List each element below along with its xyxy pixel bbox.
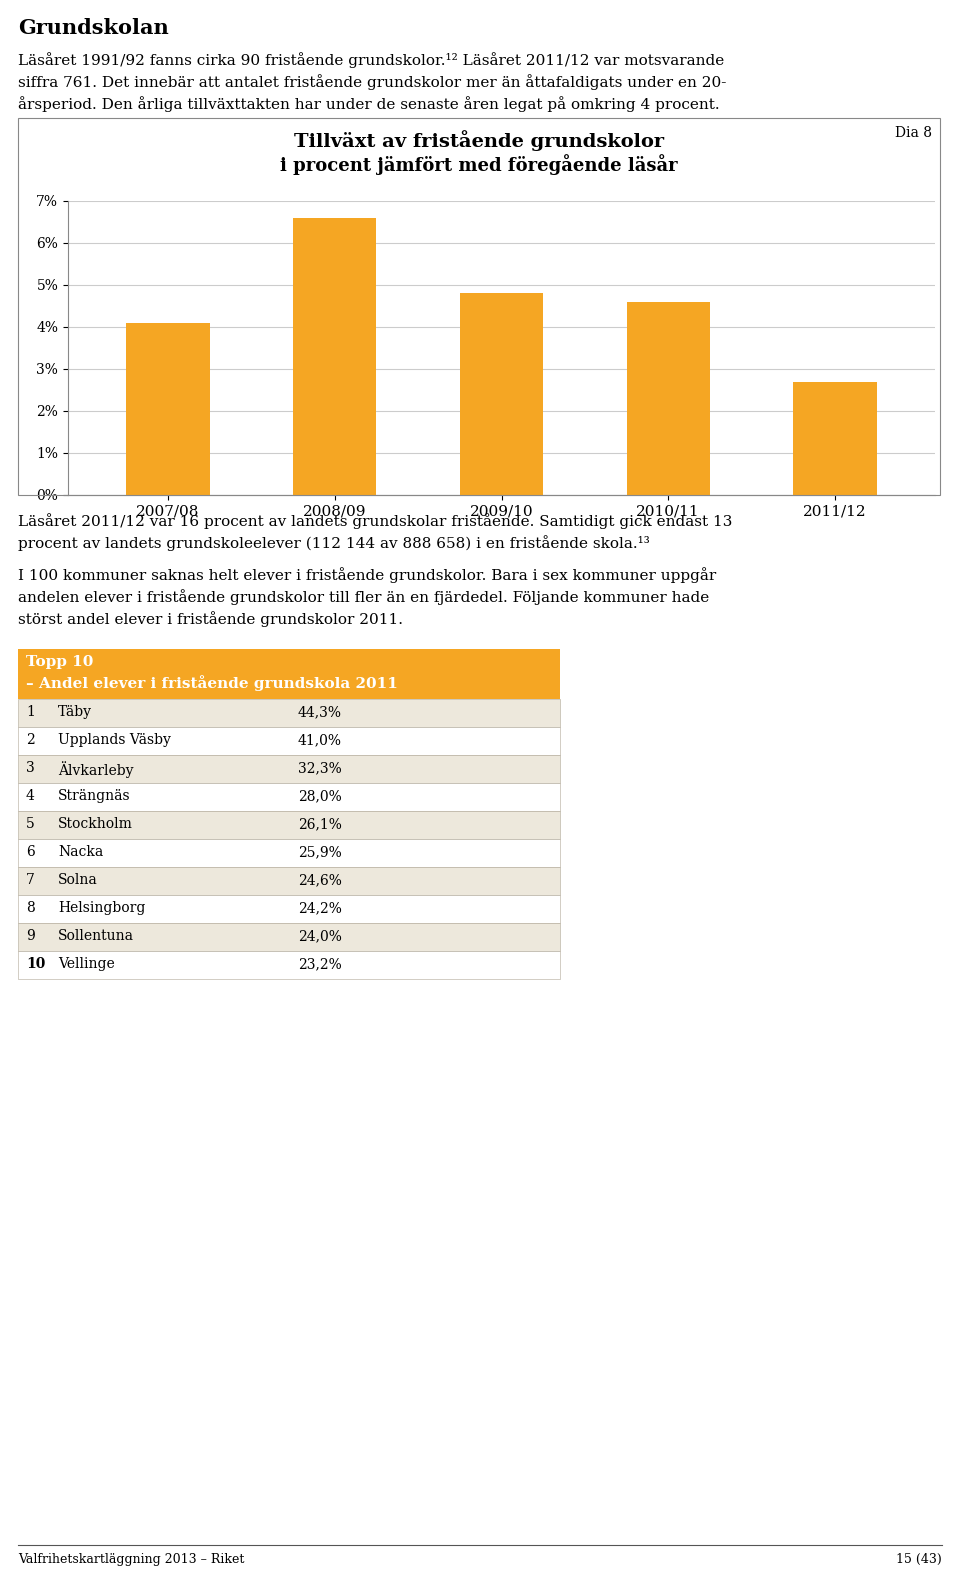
Text: Grundskolan: Grundskolan	[18, 17, 169, 38]
Text: andelen elever i fristående grundskolor till fler än en fjärdedel. Följande komm: andelen elever i fristående grundskolor …	[18, 589, 709, 605]
Text: 23,2%: 23,2%	[298, 958, 342, 970]
Text: 41,0%: 41,0%	[298, 734, 342, 746]
Text: 7: 7	[26, 873, 35, 888]
Text: Upplands Väsby: Upplands Väsby	[58, 734, 171, 746]
Text: 24,6%: 24,6%	[298, 873, 342, 888]
Text: Läsåret 2011/12 var 16 procent av landets grundskolar fristående. Samtidigt gick: Läsåret 2011/12 var 16 procent av landet…	[18, 513, 732, 529]
Text: I 100 kommuner saknas helt elever i fristående grundskolor. Bara i sex kommuner : I 100 kommuner saknas helt elever i fris…	[18, 567, 716, 583]
Text: 15 (43): 15 (43)	[897, 1553, 942, 1566]
Bar	[627, 302, 709, 495]
Text: Dia 8: Dia 8	[895, 125, 932, 140]
Text: 4: 4	[26, 789, 35, 804]
Text: 5: 5	[26, 816, 35, 831]
Text: Sollentuna: Sollentuna	[58, 929, 134, 943]
Bar	[793, 381, 876, 495]
Text: 25,9%: 25,9%	[298, 845, 342, 859]
Bar	[460, 294, 543, 495]
Text: 28,0%: 28,0%	[298, 789, 342, 804]
Text: 2: 2	[26, 734, 35, 746]
Text: Läsåret 1991/92 fanns cirka 90 fristående grundskolor.¹² Läsåret 2011/12 var mot: Läsåret 1991/92 fanns cirka 90 friståend…	[18, 52, 724, 68]
Text: Tillväxt av fristående grundskolor: Tillväxt av fristående grundskolor	[294, 130, 664, 151]
Text: siffra 761. Det innebär att antalet fristående grundskolor mer än åttafaldigats : siffra 761. Det innebär att antalet fris…	[18, 75, 727, 91]
Text: Valfrihetskartläggning 2013 – Riket: Valfrihetskartläggning 2013 – Riket	[18, 1553, 245, 1566]
Text: – Andel elever i fristående grundskola 2011: – Andel elever i fristående grundskola 2…	[26, 675, 397, 691]
Text: Täby: Täby	[58, 705, 92, 719]
Text: Helsingborg: Helsingborg	[58, 900, 145, 915]
Text: Topp 10: Topp 10	[26, 654, 93, 669]
Text: 44,3%: 44,3%	[298, 705, 342, 719]
Text: 32,3%: 32,3%	[298, 761, 342, 775]
Text: 6: 6	[26, 845, 35, 859]
Text: Vellinge: Vellinge	[58, 958, 115, 970]
Text: 10: 10	[26, 958, 45, 970]
Text: 24,0%: 24,0%	[298, 929, 342, 943]
Text: Älvkarleby: Älvkarleby	[58, 761, 133, 778]
Text: Stockholm: Stockholm	[58, 816, 132, 831]
Bar	[293, 218, 376, 495]
Text: 24,2%: 24,2%	[298, 900, 342, 915]
Text: Nacka: Nacka	[58, 845, 104, 859]
Text: 8: 8	[26, 900, 35, 915]
Text: 3: 3	[26, 761, 35, 775]
Text: 26,1%: 26,1%	[298, 816, 342, 831]
Text: 1: 1	[26, 705, 35, 719]
Text: Solna: Solna	[58, 873, 98, 888]
Text: störst andel elever i fristående grundskolor 2011.: störst andel elever i fristående grundsk…	[18, 611, 403, 627]
Bar	[127, 322, 209, 495]
Text: procent av landets grundskoleelever (112 144 av 888 658) i en fristående skola.¹: procent av landets grundskoleelever (112…	[18, 535, 650, 551]
Text: Strängnäs: Strängnäs	[58, 789, 131, 804]
Text: årsperiod. Den årliga tillväxttakten har under de senaste åren legat på omkring : årsperiod. Den årliga tillväxttakten har…	[18, 95, 720, 111]
Text: 9: 9	[26, 929, 35, 943]
Text: i procent jämfört med föregående läsår: i procent jämfört med föregående läsår	[280, 154, 678, 175]
